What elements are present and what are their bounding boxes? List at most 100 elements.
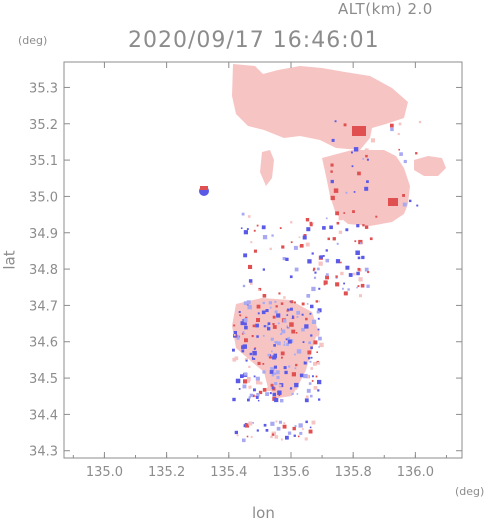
echo-speckle [343, 282, 345, 285]
echo-speckle [272, 323, 275, 326]
echo-speckle [269, 392, 272, 395]
echo-speckle [333, 188, 339, 193]
echo-speckle [295, 363, 298, 367]
echo-speckle [269, 247, 272, 251]
echo-speckle [415, 152, 418, 155]
echo-speckle [238, 388, 241, 390]
echo-speckle [240, 227, 243, 229]
echo-speckle [280, 351, 285, 356]
echo-speckle [238, 322, 241, 325]
echo-speckle [285, 340, 289, 344]
echo-speckle [240, 374, 244, 378]
echo-speckle [398, 148, 400, 151]
echo-speckle [247, 398, 250, 402]
echo-speckle [271, 386, 275, 390]
x-tick-label: 135.2 [148, 465, 185, 480]
echo-speckle [308, 341, 311, 345]
echo-speckle [307, 350, 312, 355]
echo-speckle [242, 438, 246, 443]
echo-speckle [301, 302, 305, 306]
echo-speckle [250, 282, 253, 285]
echo-speckle [281, 245, 285, 249]
echo-speckle [236, 335, 239, 338]
echo-speckle [332, 237, 336, 241]
timestamp-title: 2020/09/17 16:46:01 [128, 28, 380, 53]
y-tick-label: 35.0 [29, 190, 58, 205]
echo-speckle [347, 288, 350, 291]
echo-speckle [286, 309, 289, 312]
echo-speckle [402, 194, 405, 197]
echo-speckle [283, 344, 286, 346]
echo-speckle [289, 387, 293, 390]
echo-speckle [279, 384, 282, 387]
y-axis-unit: (deg) [18, 34, 48, 47]
echo-speckle [253, 249, 257, 253]
echo-speckle [342, 287, 344, 290]
echo-speckle [242, 319, 245, 322]
x-axis-label: lon [252, 504, 275, 522]
echo-speckle [318, 300, 320, 303]
echo-speckle [291, 392, 294, 395]
echo-speckle [263, 423, 267, 427]
echo-speckle [345, 191, 348, 194]
echo-speckle [312, 375, 314, 378]
echo-speckle [266, 387, 271, 392]
echo-speckle [261, 302, 263, 305]
echo-speckle [286, 343, 289, 346]
echo-speckle [287, 337, 290, 340]
echo-speckle [265, 309, 269, 313]
echo-speckle [294, 353, 296, 356]
echo-speckle [317, 308, 322, 313]
echo-speckle [366, 180, 369, 183]
echo-speckle [307, 357, 311, 360]
echo-speckle [244, 358, 248, 362]
echo-speckle [316, 310, 320, 314]
echo-speckle [301, 313, 304, 316]
echo-speckle [275, 341, 278, 344]
echo-speckle [246, 300, 251, 305]
echo-speckle [335, 259, 341, 264]
echo-speckle [260, 351, 263, 353]
echo-speckle [305, 317, 308, 321]
echo-speckle [403, 159, 407, 164]
echo-speckle [373, 173, 375, 176]
echo-speckle [280, 302, 284, 305]
echo-speckle [318, 261, 323, 266]
echo-speckle [311, 252, 314, 255]
echo-speckle [317, 328, 320, 331]
echo-speckle [311, 319, 317, 324]
echo-isolated-blob [200, 186, 208, 190]
echo-speckle [253, 375, 256, 378]
echo-speckle [325, 258, 330, 263]
echo-speckle [313, 267, 316, 270]
echo-patch-small [260, 150, 274, 186]
echo-speckle [249, 393, 253, 397]
echo-speckle [330, 170, 333, 173]
echo-speckle [318, 346, 320, 348]
echo-speckle [277, 326, 282, 331]
echo-speckle [278, 292, 281, 295]
echo-speckle [338, 230, 343, 234]
echo-speckle [334, 120, 337, 123]
echo-speckle [318, 336, 322, 341]
echo-speckle [299, 373, 304, 378]
echo-speckle [261, 310, 266, 315]
echo-speckle [270, 421, 275, 426]
echo-speckle [261, 225, 266, 230]
echo-speckle [282, 424, 287, 429]
echo-speckle [282, 375, 287, 380]
echo-speckle [243, 372, 248, 376]
echo-speckle [318, 398, 321, 401]
y-tick-label: 34.3 [29, 445, 58, 460]
echo-speckle [241, 212, 245, 216]
echo-speckle [282, 257, 286, 261]
echo-speckle [274, 397, 279, 403]
echo-speckle [237, 325, 240, 329]
echo-speckle [362, 158, 365, 160]
echo-speckle [318, 287, 321, 290]
x-tick-label: 135.4 [210, 465, 247, 480]
echo-speckle [307, 259, 312, 264]
echo-speckle [361, 255, 365, 260]
echo-speckle [294, 301, 296, 304]
echo-speckle [249, 352, 252, 356]
